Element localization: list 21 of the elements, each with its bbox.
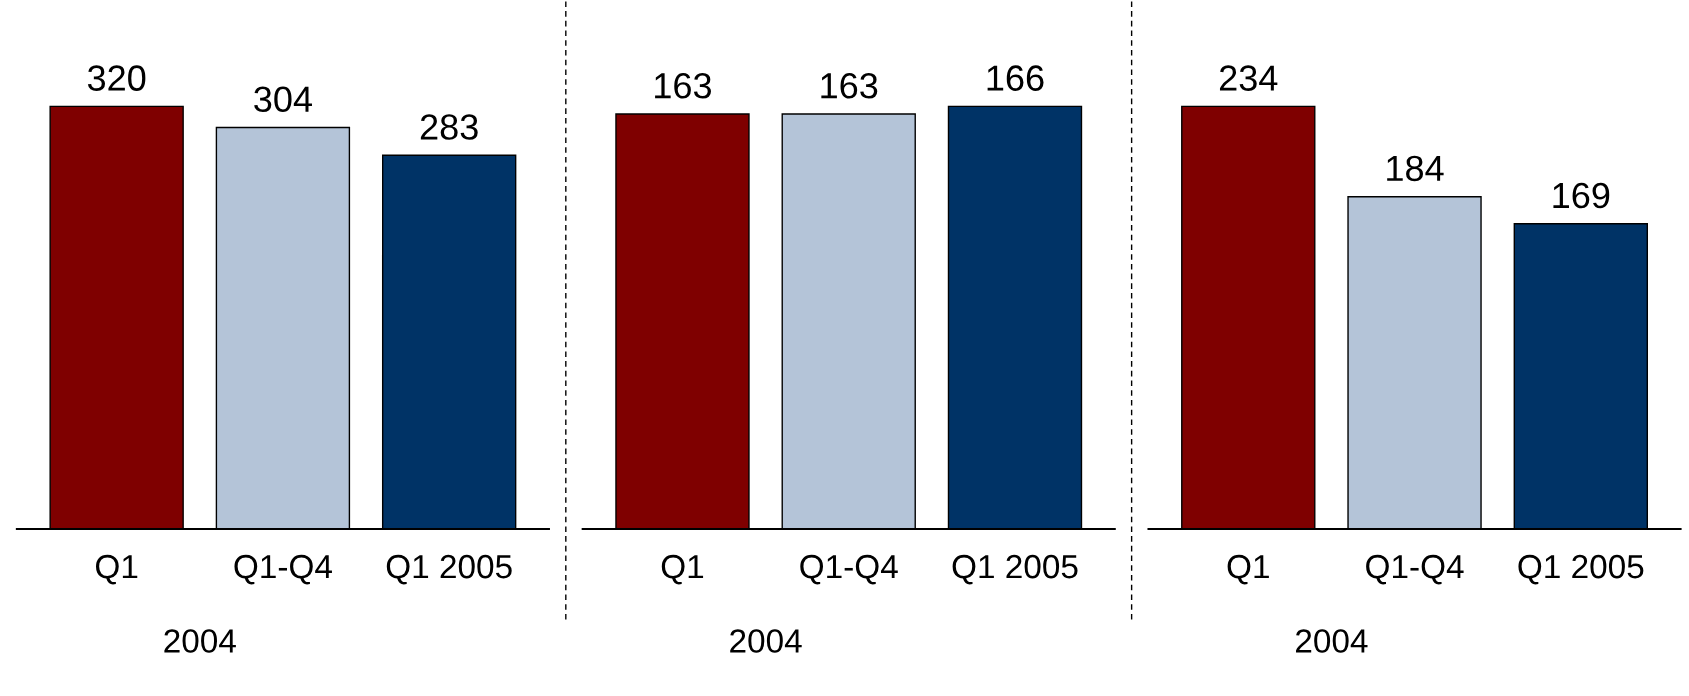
x-tick-label: Q1-Q4 [1366, 554, 1464, 585]
text: 2004 [164, 629, 236, 653]
data-label: 283 [420, 114, 478, 140]
x-tick-label: Q1 2005 [1518, 554, 1644, 585]
text: 2004 [730, 629, 802, 653]
x-tick-label: Q1 2005 [386, 554, 512, 585]
x-tick-label: Q1 [661, 554, 704, 585]
data-label: 234 [1219, 65, 1278, 91]
data-label: 163 [821, 72, 878, 99]
data-label: 169 [1553, 182, 1610, 209]
x-tick-label: Q1-Q4 [234, 554, 332, 585]
x-tick-label: Q1 [95, 554, 138, 585]
data-label: 166 [987, 65, 1044, 91]
data-label: 320 [87, 65, 146, 91]
data-label: 184 [1387, 155, 1444, 182]
x-tick-label: Q1 [1227, 554, 1269, 585]
x-tick-label: Q1 2005 [952, 554, 1078, 585]
x-tick-label: Q1-Q4 [800, 554, 898, 585]
data-label: 304 [254, 86, 312, 113]
text: 2004 [1296, 629, 1368, 653]
data-label: 163 [655, 72, 711, 99]
